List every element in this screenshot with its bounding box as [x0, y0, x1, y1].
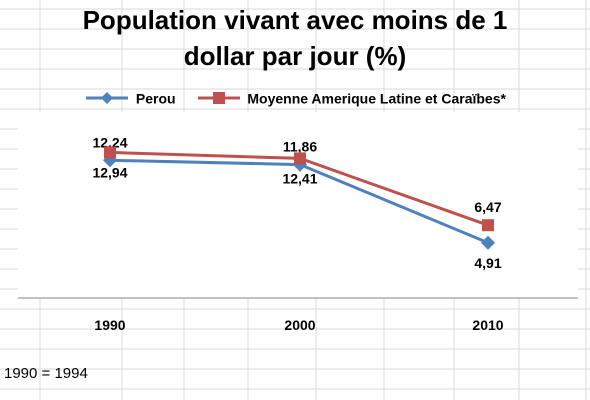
footnote: 1990 = 1994: [4, 365, 88, 382]
chart-legend: Perou Moyenne Amerique Latine et Caraïbe…: [0, 88, 590, 106]
series-1-point-0: [104, 146, 116, 159]
series-1-data-label-1: 12,41: [282, 170, 317, 186]
chart-title-line-2: dollar par jour (%): [183, 41, 407, 71]
x-tick-label-2000: 2000: [284, 317, 315, 333]
series-1-data-label-0: 12,94: [92, 164, 127, 180]
x-tick-label-2010: 2010: [472, 317, 503, 333]
chart-title: Population vivant avec moins de 1 dollar…: [20, 2, 570, 74]
series-1-point-2: [482, 219, 494, 232]
series-0-data-label-1: 11,86: [283, 139, 317, 155]
legend-label-perou: Perou: [135, 89, 176, 106]
series-0-point-2: [481, 235, 495, 250]
x-tick-label-1990: 1990: [94, 317, 125, 333]
series-1-data-label-2: 6,47: [474, 199, 501, 215]
legend-swatch-moyenne: [197, 91, 240, 104]
legend-label-moyenne: Moyenne Amerique Latine et Caraïbes*: [247, 89, 506, 106]
chart-title-line-1: Population vivant avec moins de 1: [82, 5, 508, 35]
series-1-point-1: [294, 152, 306, 165]
series-0-data-label-2: 4,91: [474, 255, 501, 271]
series-0-data-label-0: 12,24: [92, 134, 127, 150]
plot-area: [18, 112, 578, 298]
legend-item-perou: Perou: [84, 89, 176, 106]
legend-swatch-perou: [86, 91, 129, 104]
legend-item-moyenne: Moyenne Amerique Latine et Caraïbes*: [196, 89, 506, 106]
